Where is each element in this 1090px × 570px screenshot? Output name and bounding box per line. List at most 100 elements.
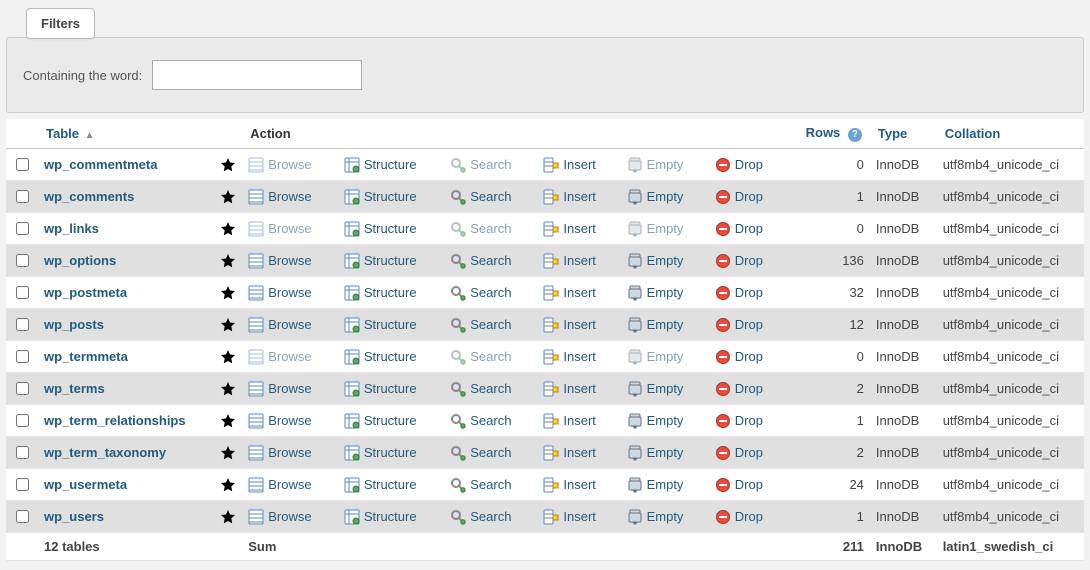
empty-action[interactable]: Empty [627, 476, 684, 493]
favorite-star-icon[interactable] [220, 188, 236, 203]
drop-action[interactable]: Drop [715, 444, 763, 461]
drop-action[interactable]: Drop [715, 284, 763, 301]
browse-action[interactable]: Browse [248, 348, 311, 365]
structure-action[interactable]: Structure [344, 188, 417, 205]
empty-action[interactable]: Empty [627, 316, 684, 333]
table-name-link[interactable]: wp_postmeta [44, 285, 127, 300]
insert-action[interactable]: Insert [543, 284, 596, 301]
drop-action[interactable]: Drop [715, 316, 763, 333]
drop-action[interactable]: Drop [715, 476, 763, 493]
browse-action[interactable]: Browse [248, 412, 311, 429]
insert-action[interactable]: Insert [543, 348, 596, 365]
table-name-link[interactable]: wp_comments [44, 189, 134, 204]
col-table-sort[interactable]: Table [46, 126, 79, 141]
containing-input[interactable] [152, 60, 362, 90]
row-checkbox[interactable] [16, 446, 29, 459]
insert-action[interactable]: Insert [543, 380, 596, 397]
table-name-link[interactable]: wp_term_relationships [44, 413, 186, 428]
favorite-star-icon[interactable] [220, 508, 236, 523]
structure-action[interactable]: Structure [344, 156, 417, 173]
row-checkbox[interactable] [16, 190, 29, 203]
drop-action[interactable]: Drop [715, 412, 763, 429]
browse-action[interactable]: Browse [248, 508, 311, 525]
browse-action[interactable]: Browse [248, 444, 311, 461]
favorite-star-icon[interactable] [220, 348, 236, 363]
insert-action[interactable]: Insert [543, 476, 596, 493]
table-name-link[interactable]: wp_commentmeta [44, 157, 157, 172]
structure-action[interactable]: Structure [344, 476, 417, 493]
col-rows[interactable]: Rows ? [787, 119, 870, 149]
browse-action[interactable]: Browse [248, 156, 311, 173]
drop-action[interactable]: Drop [715, 508, 763, 525]
browse-action[interactable]: Browse [248, 284, 311, 301]
search-action[interactable]: Search [450, 284, 511, 301]
favorite-star-icon[interactable] [220, 412, 236, 427]
row-checkbox[interactable] [16, 382, 29, 395]
favorite-star-icon[interactable] [220, 444, 236, 459]
empty-action[interactable]: Empty [627, 380, 684, 397]
browse-action[interactable]: Browse [248, 316, 311, 333]
row-checkbox[interactable] [16, 222, 29, 235]
empty-action[interactable]: Empty [627, 444, 684, 461]
empty-action[interactable]: Empty [627, 412, 684, 429]
col-table[interactable]: Table ▲ [38, 119, 214, 149]
browse-action[interactable]: Browse [248, 220, 311, 237]
drop-action[interactable]: Drop [715, 348, 763, 365]
empty-action[interactable]: Empty [627, 252, 684, 269]
search-action[interactable]: Search [450, 380, 511, 397]
favorite-star-icon[interactable] [220, 252, 236, 267]
drop-action[interactable]: Drop [715, 220, 763, 237]
row-checkbox[interactable] [16, 318, 29, 331]
table-name-link[interactable]: wp_options [44, 253, 116, 268]
insert-action[interactable]: Insert [543, 412, 596, 429]
search-action[interactable]: Search [450, 316, 511, 333]
search-action[interactable]: Search [450, 508, 511, 525]
empty-action[interactable]: Empty [627, 156, 684, 173]
search-action[interactable]: Search [450, 252, 511, 269]
empty-action[interactable]: Empty [627, 508, 684, 525]
favorite-star-icon[interactable] [220, 220, 236, 235]
structure-action[interactable]: Structure [344, 316, 417, 333]
structure-action[interactable]: Structure [344, 380, 417, 397]
table-name-link[interactable]: wp_users [44, 509, 104, 524]
favorite-star-icon[interactable] [220, 476, 236, 491]
drop-action[interactable]: Drop [715, 252, 763, 269]
col-collation[interactable]: Collation [937, 119, 1084, 149]
empty-action[interactable]: Empty [627, 220, 684, 237]
row-checkbox[interactable] [16, 158, 29, 171]
row-checkbox[interactable] [16, 350, 29, 363]
empty-action[interactable]: Empty [627, 284, 684, 301]
drop-action[interactable]: Drop [715, 188, 763, 205]
row-checkbox[interactable] [16, 478, 29, 491]
table-name-link[interactable]: wp_links [44, 221, 99, 236]
insert-action[interactable]: Insert [543, 444, 596, 461]
browse-action[interactable]: Browse [248, 252, 311, 269]
table-name-link[interactable]: wp_usermeta [44, 477, 127, 492]
structure-action[interactable]: Structure [344, 412, 417, 429]
structure-action[interactable]: Structure [344, 284, 417, 301]
row-checkbox[interactable] [16, 286, 29, 299]
structure-action[interactable]: Structure [344, 252, 417, 269]
row-checkbox[interactable] [16, 510, 29, 523]
table-name-link[interactable]: wp_terms [44, 381, 105, 396]
search-action[interactable]: Search [450, 444, 511, 461]
structure-action[interactable]: Structure [344, 508, 417, 525]
favorite-star-icon[interactable] [220, 284, 236, 299]
structure-action[interactable]: Structure [344, 348, 417, 365]
insert-action[interactable]: Insert [543, 316, 596, 333]
insert-action[interactable]: Insert [543, 508, 596, 525]
col-rows-sort[interactable]: Rows [806, 125, 841, 140]
browse-action[interactable]: Browse [248, 380, 311, 397]
table-name-link[interactable]: wp_posts [44, 317, 104, 332]
search-action[interactable]: Search [450, 476, 511, 493]
favorite-star-icon[interactable] [220, 380, 236, 395]
browse-action[interactable]: Browse [248, 476, 311, 493]
row-checkbox[interactable] [16, 414, 29, 427]
rows-help-icon[interactable]: ? [848, 128, 862, 142]
drop-action[interactable]: Drop [715, 156, 763, 173]
row-checkbox[interactable] [16, 254, 29, 267]
search-action[interactable]: Search [450, 156, 511, 173]
search-action[interactable]: Search [450, 348, 511, 365]
insert-action[interactable]: Insert [543, 220, 596, 237]
drop-action[interactable]: Drop [715, 380, 763, 397]
